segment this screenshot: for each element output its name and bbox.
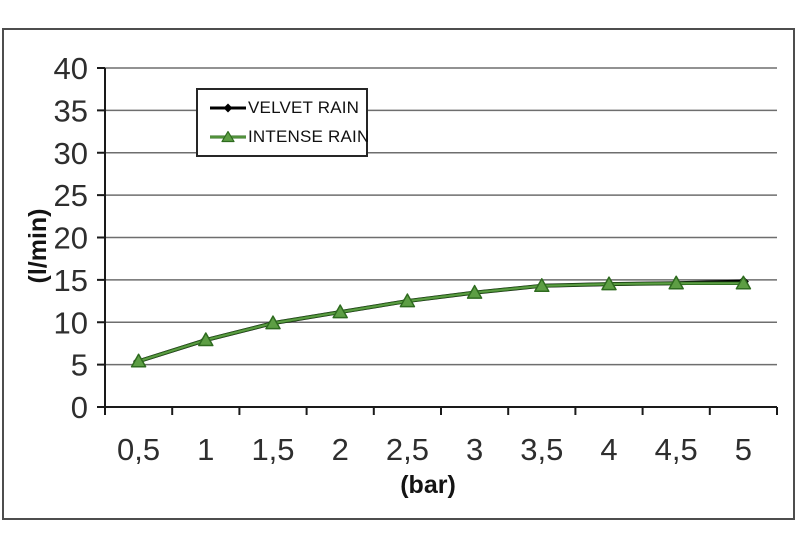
diamond-marker-icon bbox=[210, 103, 246, 113]
legend-label-velvet-rain: VELVET RAIN bbox=[248, 98, 360, 117]
svg-text:5: 5 bbox=[71, 348, 88, 383]
svg-text:4: 4 bbox=[600, 432, 617, 467]
svg-text:0: 0 bbox=[71, 390, 88, 425]
y-axis-label: (l/min) bbox=[24, 208, 52, 284]
svg-text:0,5: 0,5 bbox=[117, 432, 160, 467]
legend-label-intense-rain: INTENSE RAIN bbox=[248, 127, 370, 146]
legend: VELVET RAIN INTENSE RAIN bbox=[196, 88, 370, 157]
svg-text:5: 5 bbox=[735, 432, 752, 467]
svg-text:2,5: 2,5 bbox=[386, 432, 429, 467]
svg-text:30: 30 bbox=[54, 136, 88, 171]
x-axis-label: (bar) bbox=[400, 471, 456, 499]
svg-text:40: 40 bbox=[54, 51, 88, 86]
svg-text:15: 15 bbox=[54, 263, 88, 298]
svg-text:20: 20 bbox=[54, 221, 88, 256]
svg-text:3,5: 3,5 bbox=[520, 432, 563, 467]
svg-text:10: 10 bbox=[54, 305, 88, 340]
svg-text:1: 1 bbox=[197, 432, 214, 467]
svg-text:4,5: 4,5 bbox=[655, 432, 698, 467]
svg-text:2: 2 bbox=[332, 432, 349, 467]
svg-text:1,5: 1,5 bbox=[251, 432, 294, 467]
triangle-marker-icon bbox=[210, 130, 246, 143]
legend-item-intense-rain: INTENSE RAIN bbox=[208, 126, 370, 148]
svg-text:25: 25 bbox=[54, 178, 88, 213]
legend-item-velvet-rain: VELVET RAIN bbox=[208, 97, 366, 119]
svg-text:3: 3 bbox=[466, 432, 483, 467]
svg-text:35: 35 bbox=[54, 93, 88, 128]
